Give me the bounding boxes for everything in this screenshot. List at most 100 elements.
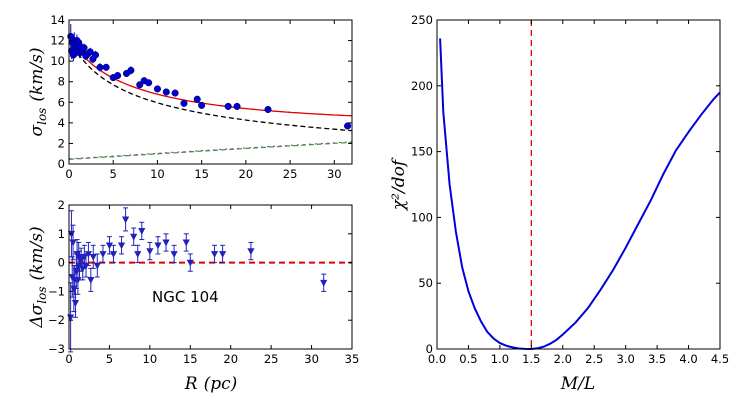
- residual-point: [146, 248, 154, 256]
- top-left-ytick-label: 0: [58, 157, 65, 171]
- right-ytick-label: 0: [426, 342, 433, 356]
- top-left-ticks: 0 5 10 15 20 25 30 0 2 4 6 8 10 12 14: [50, 13, 352, 181]
- residual-point: [109, 251, 118, 258]
- right-xtick-label: 0.5: [459, 352, 477, 366]
- right-xtick-label: 2.0: [554, 352, 572, 366]
- top-left-ytick-label: 8: [58, 75, 65, 89]
- bottom-left-xtick-label: 5: [106, 352, 113, 366]
- residual-point: [130, 233, 138, 241]
- top-left-xtick-label: 15: [194, 167, 209, 181]
- top-data-point: [145, 79, 153, 87]
- residual-point: [70, 285, 78, 293]
- right-ytick-label: 150: [411, 145, 433, 159]
- top-left-panel: 0 5 10 15 20 25 30 0 2 4 6 8 10 12 14 σlos (km/s): [27, 13, 353, 181]
- residual-point: [117, 242, 126, 250]
- right-ytick-label: 50: [418, 276, 433, 290]
- right-ytick-label: 250: [411, 13, 433, 27]
- residual-point: [71, 300, 80, 307]
- bottom-left-ticks: 0 5 10 15 20 25 30 35 −3 −2 −1 0 1 2: [48, 198, 359, 366]
- right-ticks: 0.0 0.5 1.0 1.5 2.0 2.5 3.0 3.5 4.0 4.5 0 50 100 150 2…: [411, 13, 729, 366]
- model-curve-green-dashed: [69, 141, 353, 160]
- residual-point: [210, 251, 219, 258]
- top-left-ylabel-sub: los: [35, 108, 49, 125]
- residual-point: [162, 239, 170, 247]
- top-left-xtick-label: 30: [327, 167, 342, 181]
- bottom-left-frame: [68, 204, 353, 350]
- top-data-point: [127, 66, 135, 74]
- top-left-ytick-label: 12: [50, 34, 65, 48]
- residual-point: [99, 251, 107, 258]
- chi2-curve: [439, 38, 721, 351]
- top-left-ylabel-main: σ: [27, 124, 47, 136]
- top-left-ylabel: σlos (km/s): [27, 48, 49, 137]
- bottom-left-marks: [67, 207, 352, 353]
- top-data-point: [91, 51, 100, 59]
- right-ylabel: χ²/dof: [389, 157, 409, 211]
- residual-point: [219, 251, 227, 258]
- residual-point: [134, 251, 142, 258]
- residual-point: [182, 239, 190, 247]
- bottom-left-ylabel-units: (km/s): [27, 226, 47, 280]
- residual-point: [87, 277, 95, 284]
- top-data-point: [198, 101, 206, 109]
- bottom-left-ytick-label: 2: [58, 198, 65, 212]
- bottom-left-panel: 0 5 10 15 20 25 30 35 −3 −2 −1 0 1 2 NGC 104 Δσlos (km…: [27, 198, 359, 394]
- bottom-left-xlabel-units: (pc): [204, 374, 238, 394]
- residual-point: [84, 251, 93, 258]
- top-data-point: [344, 122, 352, 130]
- bottom-left-ylabel-sub: los: [35, 287, 49, 304]
- model-curve-magenta-dashed: [69, 141, 353, 160]
- residual-point: [93, 262, 101, 270]
- right-marks: [439, 20, 721, 351]
- top-data-point: [264, 105, 272, 114]
- residual-point: [105, 242, 114, 250]
- right-xtick-label: 3.0: [617, 352, 635, 366]
- bottom-left-ytick-label: 1: [58, 227, 65, 241]
- top-data-point: [171, 89, 179, 97]
- residual-point: [154, 242, 162, 250]
- right-xtick-label: 3.5: [648, 352, 666, 366]
- top-left-ytick-label: 10: [50, 54, 65, 68]
- bottom-left-xtick-label: 30: [304, 352, 319, 366]
- bottom-left-ytick-label: 0: [58, 256, 65, 270]
- right-xtick-label: 2.5: [585, 352, 603, 366]
- right-xtick-label: 4.5: [711, 352, 729, 366]
- right-frame: [436, 19, 721, 350]
- model-curve-black-dashed: [69, 39, 353, 132]
- bottom-left-ytick-label: −3: [48, 342, 65, 356]
- top-data-point: [233, 102, 241, 110]
- model-curve-red: [69, 37, 353, 117]
- bottom-left-xtick-label: 35: [345, 352, 360, 366]
- top-left-xtick-label: 5: [110, 167, 117, 181]
- bottom-left-xtick-label: 20: [223, 352, 238, 366]
- top-left-xtick-label: 25: [283, 167, 298, 181]
- right-xlabel: M/L: [560, 374, 595, 394]
- top-data-point: [96, 63, 104, 71]
- right-xtick-label: 4.0: [679, 352, 697, 366]
- bottom-left-xtick-label: 25: [264, 352, 279, 366]
- residual-point: [138, 228, 146, 235]
- right-xtick-label: 1.0: [491, 352, 509, 366]
- top-data-point: [80, 44, 88, 52]
- bottom-left-xlabel: R (pc): [184, 374, 237, 394]
- residual-point: [122, 216, 130, 224]
- right-ytick-label: 200: [411, 79, 433, 93]
- top-left-xtick-label: 10: [150, 167, 165, 181]
- top-left-ytick-label: 4: [58, 116, 65, 130]
- bottom-left-ytick-label: −2: [48, 313, 65, 327]
- bottom-left-ylabel: Δσlos (km/s): [27, 226, 49, 328]
- top-data-point: [224, 102, 232, 110]
- residual-point: [247, 248, 255, 256]
- residual-point: [69, 239, 77, 247]
- top-data-point: [102, 63, 110, 71]
- top-left-ytick-label: 14: [50, 13, 65, 27]
- top-data-point: [136, 81, 144, 89]
- top-data-point: [86, 48, 94, 56]
- residual-point: [170, 251, 178, 258]
- right-ytick-label: 100: [411, 210, 433, 224]
- right-xtick-label: 1.5: [522, 352, 540, 366]
- right-panel: 0.0 0.5 1.0 1.5 2.0 2.5 3.0 3.5 4.0 4.5 0 50 100 150 2…: [389, 13, 729, 394]
- top-left-ytick-label: 2: [58, 136, 65, 150]
- residual-point: [320, 279, 328, 287]
